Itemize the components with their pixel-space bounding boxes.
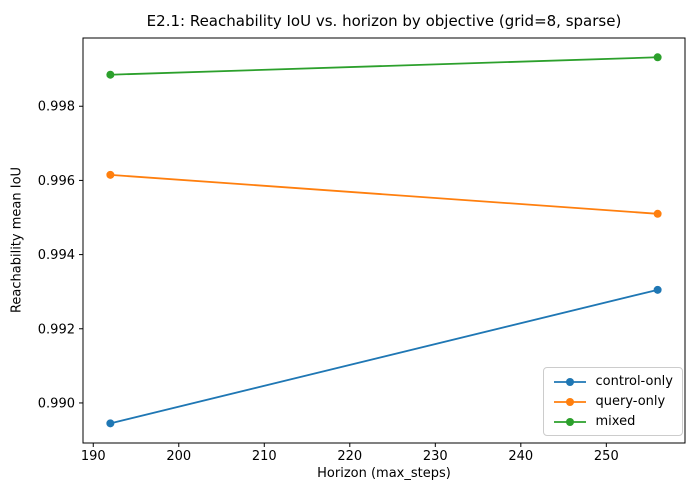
legend-item-mixed: mixed xyxy=(553,414,674,429)
y-tick-label: 0.996 xyxy=(38,174,75,189)
data-point-mixed xyxy=(653,53,662,62)
x-tick-label: 210 xyxy=(252,449,277,464)
x-axis-label: Horizon (max_steps) xyxy=(317,466,451,481)
y-tick-label: 0.992 xyxy=(38,322,75,337)
x-tick-label: 250 xyxy=(594,449,619,464)
series-line-mixed xyxy=(110,56,658,76)
legend-marker-icon xyxy=(553,377,586,386)
y-tick-label: 0.994 xyxy=(38,248,75,263)
x-tick-label: 240 xyxy=(508,449,533,464)
legend-label: query-only xyxy=(595,394,666,409)
y-tick-label: 0.990 xyxy=(38,396,75,411)
data-point-control-only xyxy=(106,419,115,428)
legend-marker-icon xyxy=(553,397,586,406)
x-tick-label: 200 xyxy=(166,449,191,464)
series-line-query-only xyxy=(110,173,658,215)
legend-item-query-only: query-only xyxy=(553,394,674,409)
legend: control-only query-only mixed xyxy=(542,367,683,436)
x-tick-label: 230 xyxy=(423,449,448,464)
legend-item-control-only: control-only xyxy=(553,374,674,389)
series-line-control-only xyxy=(110,288,658,425)
x-tick-label: 220 xyxy=(337,449,362,464)
legend-marker-icon xyxy=(553,417,586,426)
x-tick-label: 190 xyxy=(81,449,106,464)
legend-label: mixed xyxy=(595,414,636,429)
chart-title: E2.1: Reachability IoU vs. horizon by ob… xyxy=(146,12,622,30)
y-axis-label: Reachability mean IoU xyxy=(9,166,25,314)
data-point-control-only xyxy=(653,285,662,294)
legend-label: control-only xyxy=(595,374,674,389)
data-point-mixed xyxy=(106,70,115,79)
y-tick-label: 0.998 xyxy=(38,100,75,115)
data-point-query-only xyxy=(653,209,662,218)
data-point-query-only xyxy=(106,170,115,179)
axes-spines xyxy=(82,37,686,444)
